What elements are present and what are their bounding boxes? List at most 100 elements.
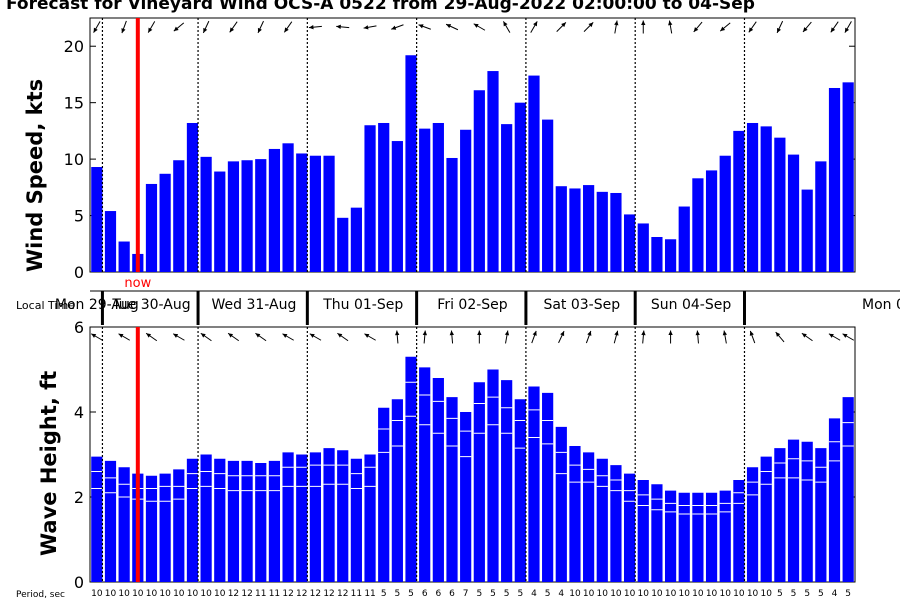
wave-bar — [159, 473, 171, 582]
period-value: 10 — [583, 589, 595, 599]
wind-direction-arrow — [363, 25, 377, 30]
wave-bar — [569, 446, 581, 582]
period-value: 10 — [91, 589, 103, 599]
wave-direction-arrow — [282, 333, 294, 341]
wind-bar — [569, 188, 581, 272]
wave-bar — [746, 467, 759, 582]
wave-bar — [514, 399, 526, 582]
period-value: 10 — [159, 589, 171, 599]
wave-direction-arrow — [395, 330, 400, 344]
period-value: 5 — [490, 589, 496, 599]
wave-direction-arrow — [641, 330, 646, 344]
wave-bar — [378, 407, 390, 582]
day-label: Mon 29-Aug — [55, 297, 139, 313]
wave-y-tick-label: 6 — [74, 318, 84, 337]
wind-bar — [255, 159, 267, 272]
period-value: 12 — [337, 589, 348, 599]
wind-direction-arrow — [719, 22, 731, 32]
period-value: 12 — [282, 589, 293, 599]
wave-bar — [405, 356, 417, 582]
period-value: 5 — [504, 589, 510, 599]
wind-bar — [555, 186, 567, 272]
wave-direction-arrow — [200, 332, 212, 342]
wave-bar — [651, 484, 663, 582]
wind-bar — [637, 223, 649, 272]
wind-bar — [787, 154, 800, 272]
wave-direction-arrow — [775, 331, 785, 343]
wave-bar — [350, 458, 362, 582]
period-value: 5 — [791, 589, 797, 599]
wind-direction-arrow — [530, 21, 538, 33]
wave-direction-arrow — [585, 330, 592, 344]
wave-bar — [623, 473, 636, 582]
wave-bar — [801, 441, 813, 582]
period-value: 10 — [105, 589, 117, 599]
wind-plot-area: 0 5 10 15 20 now — [64, 17, 856, 291]
period-value: 5 — [545, 589, 551, 599]
wave-bar — [118, 467, 130, 582]
wind-bar — [91, 167, 103, 272]
wave-direction-arrow — [118, 333, 131, 341]
wind-direction-arrow — [121, 20, 127, 34]
period-value: 5 — [517, 589, 523, 599]
period-value: 10 — [132, 589, 144, 599]
wave-bar — [268, 460, 281, 582]
wind-direction-arrow — [308, 25, 322, 30]
wind-bar — [419, 128, 431, 272]
wave-bar — [787, 439, 800, 582]
wave-bar — [705, 492, 718, 582]
wave-bar — [364, 454, 376, 582]
period-value: 11 — [364, 589, 375, 599]
wind-y-tick-label: 20 — [64, 37, 84, 56]
wave-direction-arrow — [449, 330, 455, 344]
period-value: 10 — [719, 589, 731, 599]
day-label: Tue 30-Aug — [111, 297, 190, 313]
wave-direction-arrow — [364, 333, 376, 341]
wind-bar — [145, 183, 158, 272]
wind-bar — [118, 241, 130, 272]
period-strip: Period, sec 10 10 10 10 10 10 10 10 10 10 12 12 11 11… — [16, 589, 851, 600]
wind-bar — [282, 143, 294, 272]
period-value: 7 — [463, 589, 469, 599]
period-value: 12 — [310, 589, 321, 599]
wave-bar — [446, 397, 458, 582]
wave-y-tick-label: 2 — [74, 488, 84, 507]
wind-bar — [337, 217, 349, 272]
wind-bar — [159, 173, 171, 272]
wind-y-axis-label: Wind Speed, kts — [23, 79, 47, 272]
wave-direction-arrow — [504, 330, 510, 344]
wind-direction-arrow — [391, 24, 404, 30]
wave-direction-arrow — [309, 333, 322, 341]
wave-panel: 0 2 4 6 Wave Height, ft — [37, 318, 856, 592]
period-value: 6 — [422, 589, 428, 599]
wind-direction-arrow — [229, 21, 238, 33]
wind-direction-arrow — [473, 23, 486, 31]
wave-direction-arrow — [477, 330, 482, 344]
wave-direction-arrow — [145, 332, 158, 342]
wind-bar — [350, 207, 362, 272]
wind-bar — [323, 155, 335, 272]
wave-bar — [186, 458, 199, 582]
wind-y-tick-label: 10 — [64, 150, 84, 169]
wind-bar — [842, 82, 854, 272]
wave-bar — [296, 454, 308, 582]
wind-direction-arrow — [502, 21, 511, 33]
wave-bar — [227, 460, 240, 582]
day-label: Sat 03-Sep — [543, 297, 620, 313]
period-value: 10 — [597, 589, 609, 599]
wind-direction-arrow — [583, 22, 594, 32]
wind-bar — [241, 160, 253, 272]
period-value: 5 — [394, 589, 400, 599]
wind-direction-arrow — [93, 21, 101, 33]
period-value: 10 — [200, 589, 212, 599]
day-label: Wed 31-Aug — [211, 297, 296, 313]
wind-bar — [296, 153, 308, 272]
wind-bar — [473, 90, 485, 272]
wind-bar — [815, 161, 827, 272]
wave-y-tick-label: 0 — [74, 573, 84, 592]
period-value: 10 — [638, 589, 650, 599]
period-value: 10 — [187, 589, 199, 599]
wind-bar — [678, 206, 690, 272]
wind-direction-arrow — [693, 21, 703, 33]
